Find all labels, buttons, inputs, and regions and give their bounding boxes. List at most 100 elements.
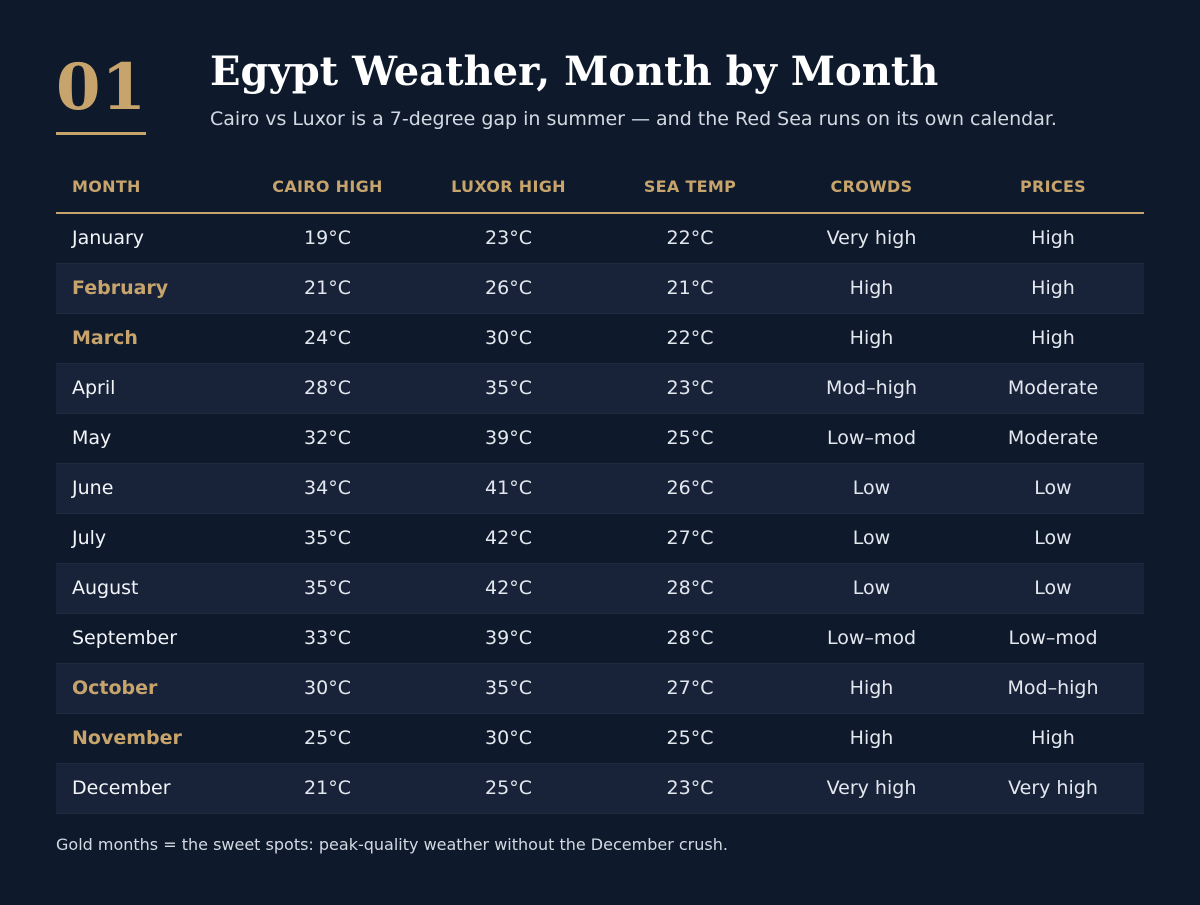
cell-month: October	[56, 663, 237, 714]
cell-luxor-high: 26°C	[418, 263, 599, 314]
cell-luxor-high: 35°C	[418, 363, 599, 414]
cell-cairo-high: 35°C	[237, 563, 418, 614]
cell-sea-temp: 28°C	[599, 613, 781, 664]
cell-crowds: High	[781, 663, 962, 714]
cell-month: November	[56, 713, 237, 764]
cell-sea-temp: 21°C	[599, 263, 781, 314]
cell-cairo-high: 33°C	[237, 613, 418, 664]
cell-prices: Very high	[962, 763, 1144, 814]
cell-crowds: Low–mod	[781, 613, 962, 664]
cell-prices: Mod–high	[962, 663, 1144, 714]
cell-cairo-high: 34°C	[237, 463, 418, 514]
cell-month: February	[56, 263, 237, 314]
table-row: April 28°C 35°C 23°C Mod–high Moderate	[56, 363, 1144, 414]
cell-month: January	[56, 213, 237, 264]
cell-prices: Low–mod	[962, 613, 1144, 664]
table-row: December 21°C 25°C 23°C Very high Very high	[56, 763, 1144, 814]
table-row: May 32°C 39°C 25°C Low–mod Moderate	[56, 413, 1144, 464]
column-header-cairo-high: CAIRO HIGH	[237, 160, 418, 214]
cell-crowds: Low	[781, 463, 962, 514]
table-row: July 35°C 42°C 27°C Low Low	[56, 513, 1144, 564]
cell-prices: High	[962, 263, 1144, 314]
cell-luxor-high: 39°C	[418, 413, 599, 464]
cell-luxor-high: 30°C	[418, 713, 599, 764]
cell-crowds: High	[781, 263, 962, 314]
cell-sea-temp: 22°C	[599, 213, 781, 264]
table-body: January 19°C 23°C 22°C Very high High February…	[56, 213, 1144, 814]
section-number-underline	[56, 132, 146, 135]
cell-month: April	[56, 363, 237, 414]
cell-luxor-high: 35°C	[418, 663, 599, 714]
cell-luxor-high: 30°C	[418, 313, 599, 364]
cell-month: June	[56, 463, 237, 514]
page-title: Egypt Weather, Month by Month	[210, 48, 939, 95]
column-header-month: MONTH	[56, 160, 237, 214]
table-row: January 19°C 23°C 22°C Very high High	[56, 213, 1144, 264]
cell-crowds: Very high	[781, 763, 962, 814]
cell-cairo-high: 28°C	[237, 363, 418, 414]
cell-luxor-high: 23°C	[418, 213, 599, 264]
cell-crowds: Mod–high	[781, 363, 962, 414]
table-header: MONTH CAIRO HIGH LUXOR HIGH SEA TEMP CRO…	[56, 160, 1144, 214]
column-header-sea-temp: SEA TEMP	[599, 160, 781, 214]
cell-sea-temp: 28°C	[599, 563, 781, 614]
cell-sea-temp: 22°C	[599, 313, 781, 364]
cell-prices: Low	[962, 513, 1144, 564]
cell-crowds: Low	[781, 513, 962, 564]
cell-cairo-high: 25°C	[237, 713, 418, 764]
table-row: September 33°C 39°C 28°C Low–mod Low–mod	[56, 613, 1144, 664]
cell-prices: High	[962, 213, 1144, 264]
cell-sea-temp: 26°C	[599, 463, 781, 514]
cell-luxor-high: 41°C	[418, 463, 599, 514]
cell-month: December	[56, 763, 237, 814]
table-row: August 35°C 42°C 28°C Low Low	[56, 563, 1144, 614]
cell-crowds: Very high	[781, 213, 962, 264]
cell-sea-temp: 25°C	[599, 713, 781, 764]
cell-month: August	[56, 563, 237, 614]
table-row: March 24°C 30°C 22°C High High	[56, 313, 1144, 364]
cell-prices: Low	[962, 463, 1144, 514]
cell-luxor-high: 42°C	[418, 563, 599, 614]
cell-prices: Moderate	[962, 363, 1144, 414]
cell-month: March	[56, 313, 237, 364]
page-subtitle: Cairo vs Luxor is a 7-degree gap in summ…	[210, 108, 1057, 130]
cell-sea-temp: 23°C	[599, 763, 781, 814]
column-header-crowds: CROWDS	[781, 160, 962, 214]
cell-luxor-high: 39°C	[418, 613, 599, 664]
cell-sea-temp: 25°C	[599, 413, 781, 464]
cell-month: September	[56, 613, 237, 664]
weather-table: MONTH CAIRO HIGH LUXOR HIGH SEA TEMP CRO…	[56, 160, 1144, 814]
footnote: Gold months = the sweet spots: peak-qual…	[56, 834, 728, 854]
cell-cairo-high: 21°C	[237, 763, 418, 814]
table-row: February 21°C 26°C 21°C High High	[56, 263, 1144, 314]
cell-sea-temp: 27°C	[599, 663, 781, 714]
cell-crowds: Low–mod	[781, 413, 962, 464]
cell-prices: High	[962, 713, 1144, 764]
cell-cairo-high: 19°C	[237, 213, 418, 264]
table-row: June 34°C 41°C 26°C Low Low	[56, 463, 1144, 514]
cell-luxor-high: 25°C	[418, 763, 599, 814]
column-header-prices: PRICES	[962, 160, 1144, 214]
table-header-row: MONTH CAIRO HIGH LUXOR HIGH SEA TEMP CRO…	[56, 160, 1144, 214]
cell-cairo-high: 30°C	[237, 663, 418, 714]
cell-crowds: High	[781, 713, 962, 764]
cell-prices: Low	[962, 563, 1144, 614]
cell-cairo-high: 35°C	[237, 513, 418, 564]
section-number: 01	[56, 50, 148, 125]
cell-cairo-high: 32°C	[237, 413, 418, 464]
cell-sea-temp: 27°C	[599, 513, 781, 564]
cell-cairo-high: 21°C	[237, 263, 418, 314]
table-row: October 30°C 35°C 27°C High Mod–high	[56, 663, 1144, 714]
cell-crowds: High	[781, 313, 962, 364]
cell-sea-temp: 23°C	[599, 363, 781, 414]
column-header-luxor-high: LUXOR HIGH	[418, 160, 599, 214]
cell-prices: Moderate	[962, 413, 1144, 464]
cell-prices: High	[962, 313, 1144, 364]
cell-crowds: Low	[781, 563, 962, 614]
cell-month: May	[56, 413, 237, 464]
table-row: November 25°C 30°C 25°C High High	[56, 713, 1144, 764]
cell-luxor-high: 42°C	[418, 513, 599, 564]
cell-month: July	[56, 513, 237, 564]
cell-cairo-high: 24°C	[237, 313, 418, 364]
